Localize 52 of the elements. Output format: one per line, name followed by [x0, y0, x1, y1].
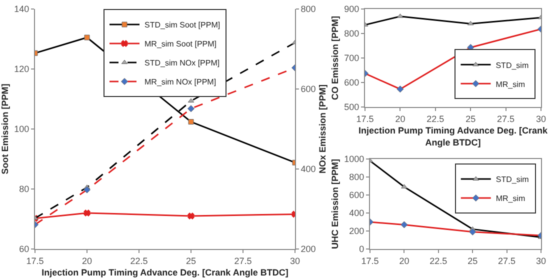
x-tick-label: 27.5	[498, 256, 516, 266]
x-tick-label: 20	[395, 114, 406, 124]
x-tick-label: 20	[399, 256, 410, 266]
legend-label: MR_sim	[496, 80, 526, 89]
y-tick-label: 140	[14, 4, 30, 14]
y-tick-label: 120	[14, 64, 30, 74]
x-tick-label: 22.5	[426, 114, 444, 124]
y-tick-label: 200	[349, 226, 364, 236]
y-tick-label: 1000	[344, 154, 364, 164]
x-tick-label: 17.5	[361, 256, 379, 266]
legend-label: MR_sim	[496, 194, 526, 204]
y-tick-label: 80	[19, 184, 30, 194]
legend-label: STD_sim	[496, 60, 529, 70]
legend-label: STD_sim Soot [PPM]	[144, 20, 220, 30]
y-tick-label: 400	[349, 208, 364, 218]
y-tick-label: 500	[344, 102, 360, 112]
x-tick-label: 22.5	[430, 256, 448, 266]
x-tick-label: 25	[186, 256, 196, 266]
legend-label: STD_sim	[496, 175, 530, 184]
y2-tick-label: 800	[300, 4, 316, 14]
legend-label: MR_sim Soot [PPM]	[144, 40, 217, 49]
x-axis-title: Injection Pump Timing Advance Deg. [Crank Angle BTDC]	[358, 126, 549, 148]
x-tick-label: 25	[466, 114, 476, 124]
x-tick-label: 25	[468, 256, 478, 266]
x-tick-label: 27.5	[234, 256, 252, 266]
x-tick-label: 30	[290, 256, 300, 266]
x-tick-label: 30	[536, 114, 546, 124]
x-tick-label: 22.5	[130, 256, 148, 266]
y2-tick-label: 200	[300, 244, 316, 254]
y-tick-label: 700	[344, 53, 360, 64]
y-tick-label: 0	[359, 244, 364, 254]
legend-label: STD_sim NOx [PPM]	[144, 58, 220, 68]
x-tick-label: 30	[536, 256, 546, 266]
x-tick-label: 20	[82, 256, 92, 266]
y2-tick-label: 600	[300, 84, 316, 94]
x-tick-label: 17.5	[26, 256, 44, 266]
y-tick-label: 60	[19, 244, 30, 254]
y-tick-label: 800	[349, 172, 364, 182]
x-axis-title: Injection Pump Timing Advance Deg. [Crank Angle BTDC]	[42, 268, 288, 278]
legend-label: MR_sim NOx [PPM]	[144, 78, 216, 87]
y2-axis-title: NOx Emission [PPM]	[318, 84, 328, 174]
y-tick-label: 800	[344, 28, 360, 39]
y-tick-label: 100	[14, 124, 30, 134]
y2-tick-label: 400	[300, 164, 316, 174]
y-axis-title: UHC Emission [PPM]	[330, 158, 340, 250]
y-tick-label: 600	[349, 190, 364, 200]
x-tick-label: 17.5	[356, 114, 374, 124]
y-axis-title: Soot Emission [PPM]	[0, 84, 10, 174]
y-axis-title: CO Emission [PPM]	[330, 16, 340, 100]
y-tick-label: 900	[344, 4, 360, 14]
y-tick-label: 600	[344, 78, 360, 88]
x-tick-label: 27.5	[497, 114, 515, 124]
